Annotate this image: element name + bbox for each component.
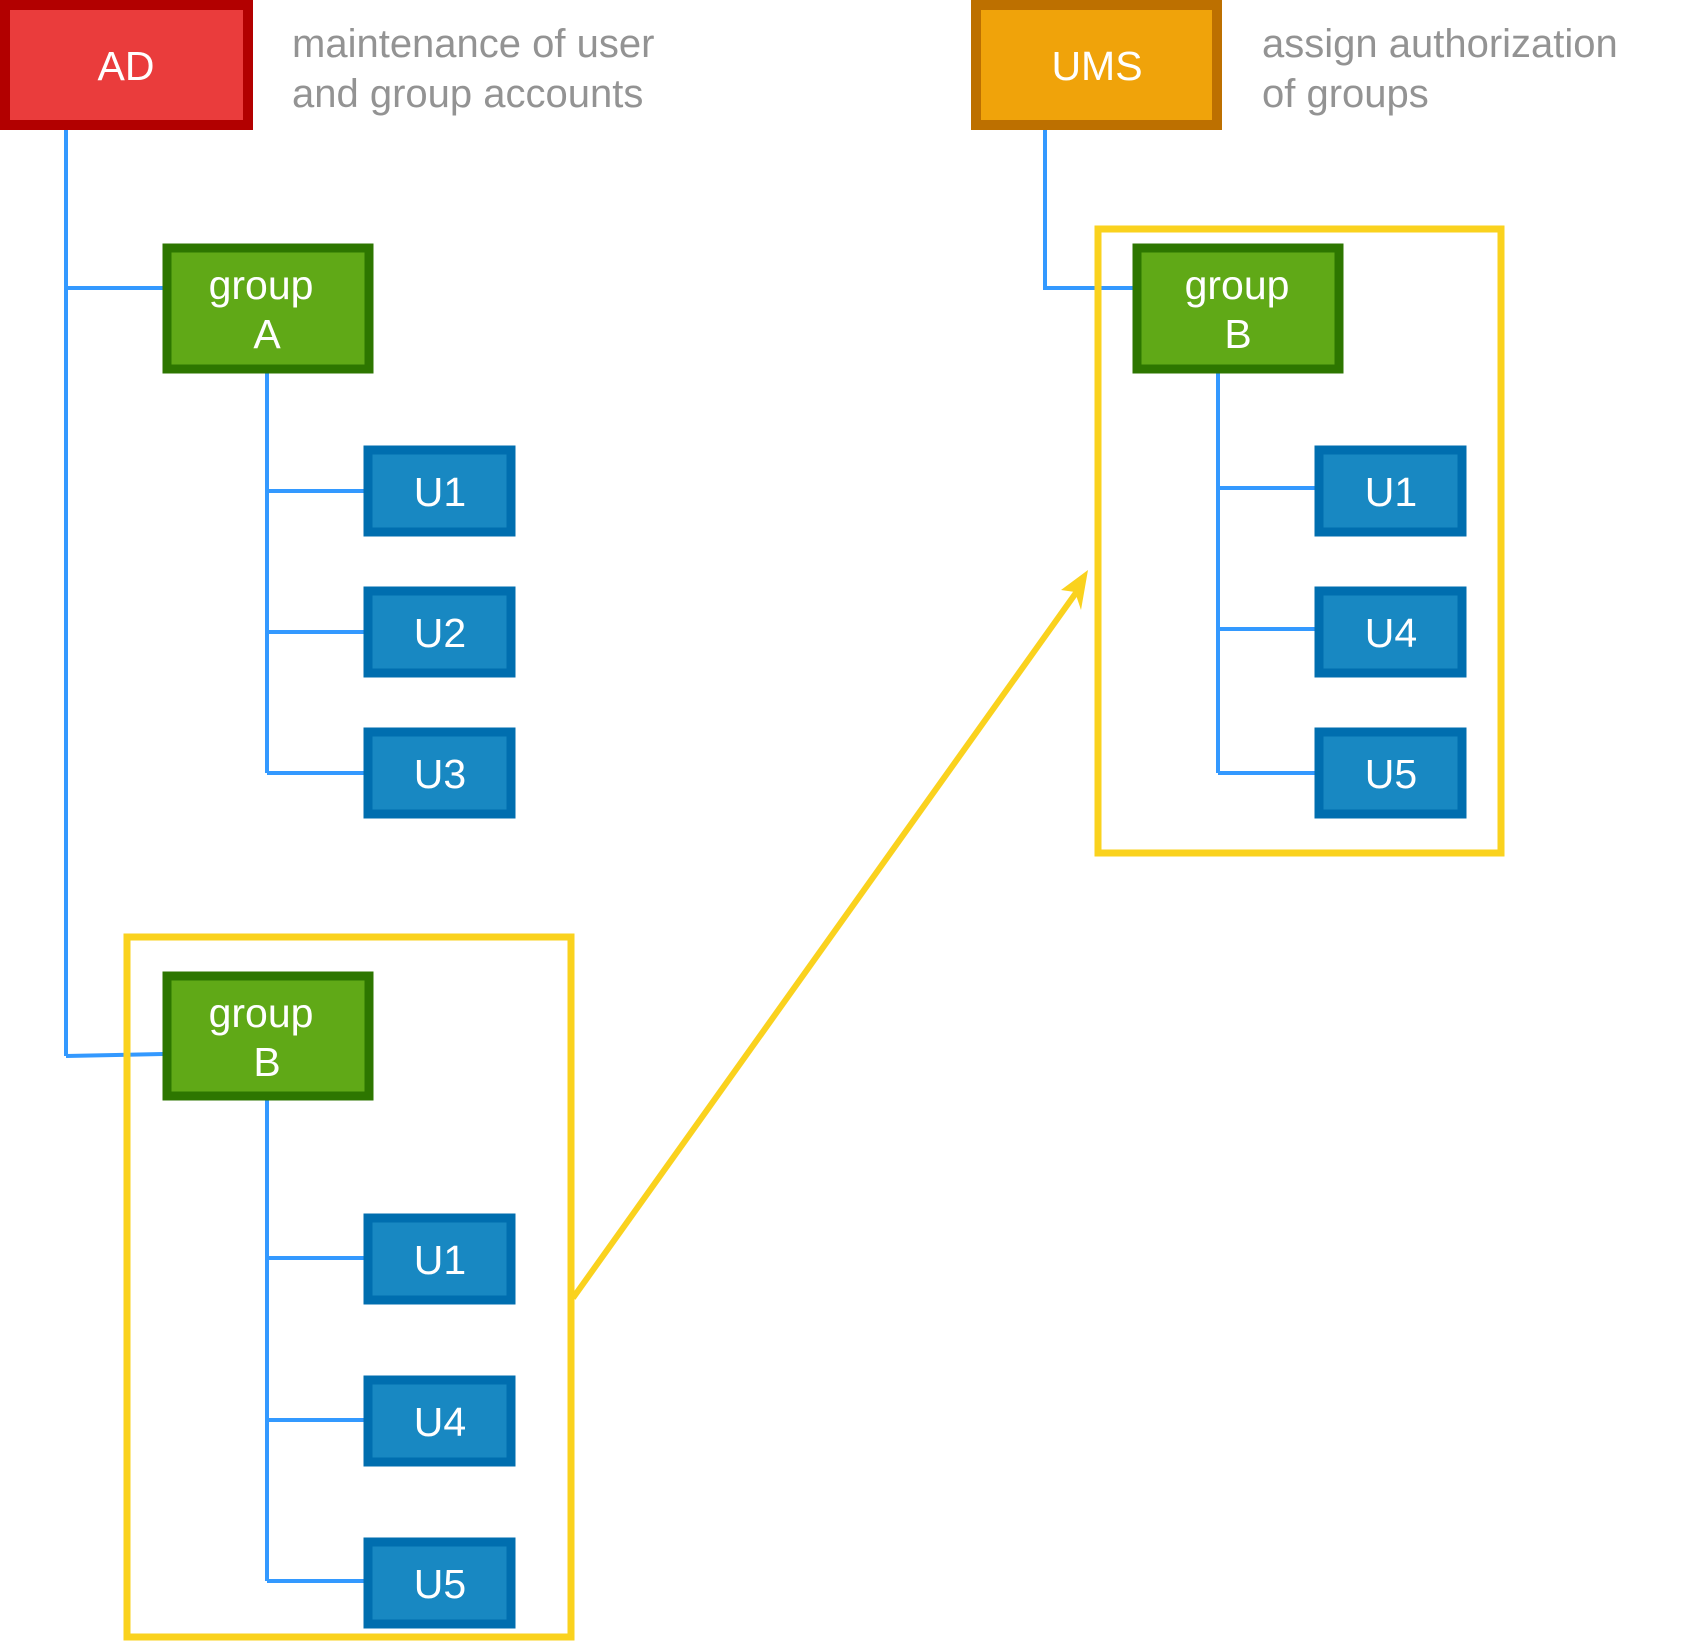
ums-description-line-2: of groups (1262, 72, 1429, 116)
ums-label: UMS (1051, 43, 1142, 89)
ad-description-line-1: maintenance of user (292, 22, 654, 66)
arrowhead-icon (1061, 570, 1088, 610)
user-label: U5 (1365, 751, 1417, 797)
ad-group-a-node[interactable]: group A (162, 243, 374, 374)
ad-description-line-2: and group accounts (292, 72, 643, 116)
connector-ad-group-b (65, 1052, 164, 1058)
user-node[interactable]: U1 (363, 445, 516, 537)
highlight-box-ad-group-b (123, 933, 575, 1641)
user-label: U4 (1365, 610, 1417, 656)
group-label-line-1: group (1185, 262, 1290, 308)
user-node[interactable]: U1 (363, 1213, 516, 1305)
ums-connectors (1043, 130, 1315, 775)
ad-node[interactable]: AD (0, 0, 253, 130)
user-node[interactable]: U5 (1314, 727, 1467, 819)
ad-label: AD (98, 43, 155, 89)
connector-ums-group-b (1043, 130, 1133, 290)
group-label-line-2: B (1224, 311, 1251, 357)
ad-group-b-node[interactable]: group B (162, 971, 374, 1101)
user-label: U4 (414, 1399, 466, 1445)
ad-connectors (64, 130, 364, 1583)
user-label: U1 (414, 1237, 466, 1283)
ums-node[interactable]: UMS (971, 0, 1222, 130)
highlight-box-ums-group-b (1094, 225, 1505, 857)
user-label: U3 (414, 751, 466, 797)
user-node[interactable]: U2 (363, 586, 516, 678)
group-label-line-2: B (253, 1039, 280, 1085)
user-label: U1 (414, 469, 466, 515)
ums-description-line-1: assign authorization (1262, 22, 1618, 66)
user-node[interactable]: U1 (1314, 445, 1467, 537)
transfer-arrow (570, 570, 1088, 1300)
user-node[interactable]: U4 (363, 1375, 516, 1467)
group-label-line-2: A (253, 311, 281, 357)
ums-group-b-node[interactable]: group B (1132, 243, 1344, 374)
user-node[interactable]: U4 (1314, 586, 1467, 678)
group-label-line-1: group (209, 262, 314, 308)
user-label: U5 (414, 1561, 466, 1607)
user-label: U1 (1365, 469, 1417, 515)
user-node[interactable]: U5 (363, 1537, 516, 1629)
user-node[interactable]: U3 (363, 727, 516, 819)
user-label: U2 (414, 610, 466, 656)
group-label-line-1: group (209, 990, 314, 1036)
